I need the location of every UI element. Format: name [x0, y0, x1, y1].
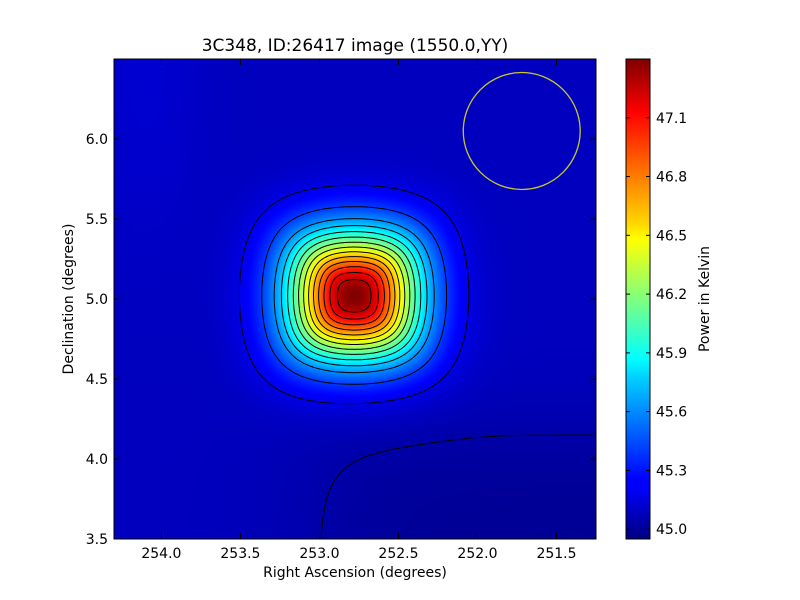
contour-line — [320, 434, 595, 539]
contour-line — [238, 184, 470, 405]
y-tick-label: 5.0 — [86, 292, 108, 308]
x-tick-label: 251.5 — [536, 546, 576, 562]
x-tick-label: 254.0 — [141, 546, 181, 562]
chart-title: 3C348, ID:26417 image (1550.0,YY) — [202, 36, 509, 56]
colorbar-tick-label: 45.9 — [656, 346, 687, 362]
y-tick-label: 5.5 — [86, 212, 108, 228]
y-tick-label: 6.0 — [86, 132, 108, 148]
beam-circle — [462, 71, 581, 191]
y-axis-label: Declination (degrees) — [61, 224, 77, 375]
y-tick-label: 3.5 — [86, 532, 108, 548]
contour-line — [280, 225, 428, 367]
y-tick-label: 4.5 — [86, 372, 108, 388]
heatmap-image — [114, 59, 596, 539]
colorbar: 45.0 45.3 45.6 45.9 46.2 46.5 46.8 47.1 — [625, 58, 687, 540]
contour-line — [318, 261, 391, 331]
contour-line — [313, 256, 396, 336]
contour-line — [292, 236, 416, 355]
x-axis-label: Right Ascension (degrees) — [263, 565, 447, 581]
contour-line — [261, 206, 448, 385]
x-tick-label: 253.5 — [220, 546, 260, 562]
y-tick-label: 4.0 — [86, 452, 108, 468]
colorbar-tick-label: 46.5 — [656, 228, 687, 244]
x-axis: 254.0 253.5 253.0 252.5 252.0 251.5 — [141, 59, 577, 562]
colorbar-label: Power in Kelvin — [697, 246, 713, 352]
contour-line — [273, 218, 435, 374]
colorbar-tick-label: 46.8 — [656, 170, 687, 186]
colorbar-ticks: 45.0 45.3 45.6 45.9 46.2 46.5 46.8 47.1 — [626, 111, 687, 538]
contour-line — [287, 231, 422, 361]
plot-area — [113, 58, 597, 540]
x-tick-label: 252.5 — [378, 546, 418, 562]
colorbar-gradient — [625, 58, 651, 540]
contour-line — [323, 266, 385, 326]
contour-line — [303, 246, 406, 345]
contour-line — [298, 241, 411, 350]
contour-line — [329, 272, 379, 320]
contour-lines — [238, 184, 595, 539]
x-tick-label: 253.0 — [299, 546, 339, 562]
colorbar-tick-label: 45.6 — [656, 405, 687, 421]
colorbar-tick-label: 45.3 — [656, 463, 687, 479]
contour-line — [308, 251, 401, 341]
colorbar-tick-label: 46.2 — [656, 287, 687, 303]
contour-line — [336, 279, 372, 313]
colorbar-tick-label: 45.0 — [656, 522, 687, 538]
x-tick-label: 252.0 — [457, 546, 497, 562]
colorbar-tick-label: 47.1 — [656, 111, 687, 127]
y-axis: 3.5 4.0 4.5 5.0 5.5 6.0 — [86, 132, 596, 548]
